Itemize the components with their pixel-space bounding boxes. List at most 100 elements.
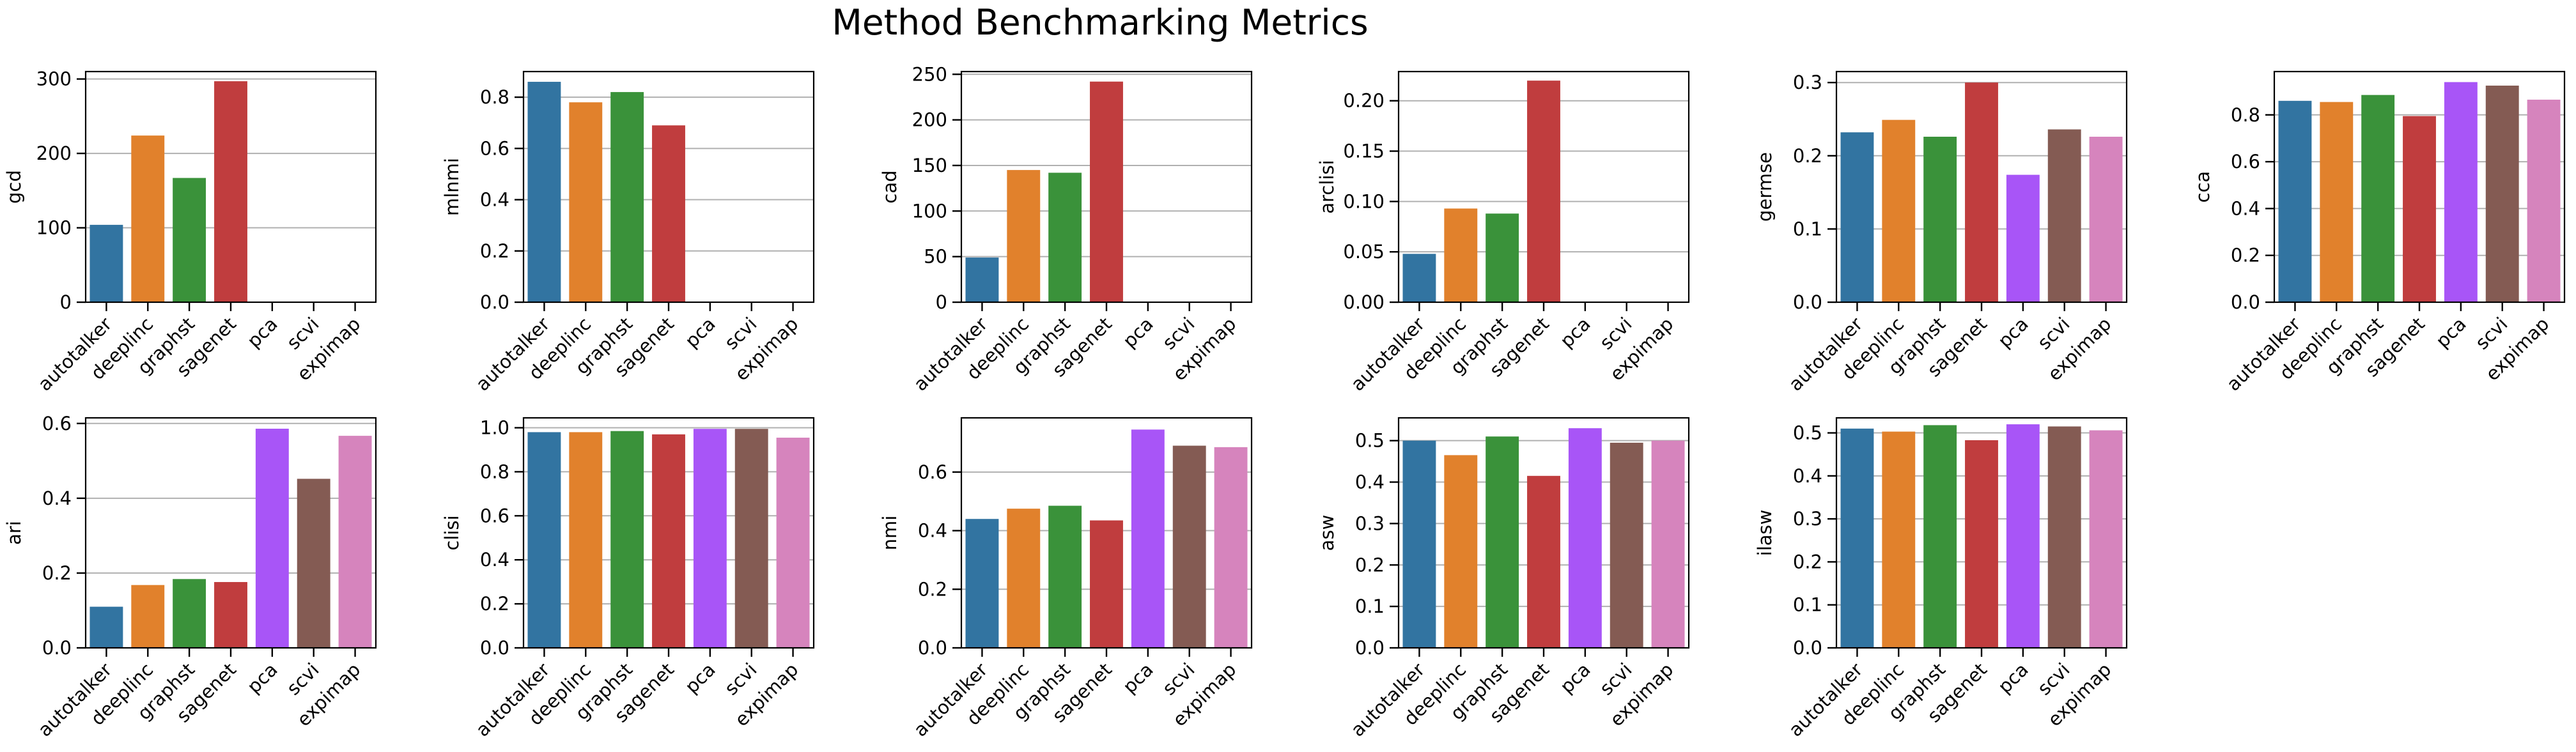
y-tick-label: 0.1 [1793, 218, 1822, 240]
bar-expimap [2527, 99, 2561, 303]
y-tick-label: 0.0 [918, 637, 947, 659]
bar-expimap [2089, 136, 2123, 302]
y-tick-label: 0.6 [918, 461, 947, 483]
bar-graphst [610, 92, 644, 303]
bar-sagenet [214, 81, 247, 303]
bar-deeplinc [131, 585, 165, 648]
bar-scvi [2047, 426, 2081, 648]
y-axis-label: clisi [441, 515, 463, 550]
bar-graphst [2361, 95, 2395, 302]
bar-autotalker [527, 82, 561, 303]
bar-deeplinc [2320, 102, 2354, 303]
y-axis-label: ari [3, 521, 25, 545]
y-tick-label: 200 [912, 109, 947, 131]
bar-sagenet [1527, 81, 1560, 302]
panel-cca: 0.00.20.40.60.8autotalkerdeeplincgraphst… [2192, 70, 2566, 395]
bar-pca [255, 428, 289, 648]
y-tick-label: 250 [912, 63, 947, 85]
x-tick-label-pca: pca [1994, 659, 2033, 698]
bar-expimap [1651, 440, 1685, 648]
bar-deeplinc [1007, 509, 1041, 648]
bar-pca [2006, 174, 2040, 302]
bar-expimap [2089, 430, 2123, 648]
y-tick-label: 0.6 [480, 505, 509, 526]
panel-ilasw: 0.00.10.20.30.40.5autotalkerdeeplincgrap… [1754, 417, 2128, 741]
y-tick-label: 0 [936, 291, 947, 313]
x-tick-label-pca: pca [681, 659, 720, 698]
panel-cad: 050100150200250autotalkerdeeplincgraphst… [879, 63, 1253, 395]
chart-panels: 0100200300autotalkerdeeplincgraphstsagen… [3, 63, 2566, 741]
bar-sagenet [214, 581, 247, 648]
y-tick-label: 100 [912, 200, 947, 222]
bar-deeplinc [1007, 170, 1041, 302]
bar-deeplinc [1444, 455, 1478, 648]
y-tick-label: 0.4 [918, 520, 947, 542]
bar-scvi [2047, 129, 2081, 303]
y-axis-label: arclisi [1316, 160, 1338, 213]
bar-deeplinc [569, 432, 603, 648]
y-tick-label: 0.2 [2231, 245, 2260, 266]
y-tick-label: 0.20 [1343, 90, 1385, 112]
panel-arclisi: 0.000.050.100.150.20autotalkerdeeplincgr… [1316, 70, 1690, 395]
y-tick-label: 0.4 [2231, 197, 2260, 219]
bar-pca [1131, 429, 1165, 648]
panel-gcd: 0100200300autotalkerdeeplincgraphstsagen… [3, 68, 377, 395]
x-tick-label-pca: pca [1119, 313, 1158, 352]
panel-asw: 0.00.10.20.30.40.5autotalkerdeeplincgrap… [1316, 417, 1690, 741]
y-tick-label: 0.00 [1343, 291, 1385, 313]
bar-sagenet [652, 125, 685, 302]
y-tick-label: 0.8 [480, 86, 509, 108]
bar-sagenet [652, 434, 685, 648]
bar-scvi [734, 429, 768, 648]
bar-deeplinc [131, 135, 165, 303]
bar-scvi [297, 479, 330, 648]
x-tick-label-pca: pca [1556, 313, 1595, 352]
bar-deeplinc [1882, 119, 1916, 302]
bar-graphst [1048, 173, 1082, 302]
bar-sagenet [1090, 520, 1123, 648]
y-tick-label: 0.0 [1793, 637, 1822, 659]
y-tick-label: 0.1 [1355, 595, 1385, 617]
y-tick-label: 0.4 [1355, 472, 1385, 493]
bar-autotalker [527, 432, 561, 648]
y-axis-label: germse [1754, 152, 1776, 222]
panel-germse: 0.00.10.20.3autotalkerdeeplincgraphstsag… [1754, 70, 2128, 395]
bar-graphst [1048, 505, 1082, 648]
y-tick-label: 0.0 [42, 637, 72, 659]
bar-autotalker [965, 519, 999, 648]
y-tick-label: 150 [912, 155, 947, 176]
y-tick-label: 0.3 [1355, 512, 1385, 534]
y-tick-label: 0.15 [1343, 141, 1385, 162]
y-tick-label: 0.2 [480, 593, 509, 615]
x-tick-label-pca: pca [243, 659, 282, 698]
bar-scvi [1172, 445, 1206, 648]
y-tick-label: 0.2 [42, 562, 72, 584]
bar-graphst [1486, 213, 1519, 302]
y-tick-label: 0 [60, 291, 72, 313]
y-tick-label: 100 [36, 217, 72, 239]
bar-graphst [173, 178, 206, 302]
bar-pca [693, 429, 727, 648]
y-tick-label: 0.3 [1793, 72, 1822, 93]
x-tick-label-pca: pca [1119, 659, 1158, 698]
bar-scvi [2485, 85, 2519, 302]
bar-sagenet [1090, 81, 1123, 303]
bar-autotalker [1402, 254, 1436, 302]
y-tick-label: 0.6 [42, 413, 72, 434]
panel-ari: 0.00.20.40.6autotalkerdeeplincgraphstsag… [3, 413, 377, 741]
y-axis-label: cad [879, 170, 901, 203]
panel-clisi: 0.00.20.40.60.81.0autotalkerdeeplincgrap… [441, 417, 815, 741]
bar-sagenet [1527, 475, 1560, 648]
panel-mlnmi: 0.00.20.40.60.8autotalkerdeeplincgraphst… [441, 70, 815, 395]
bar-pca [2006, 424, 2040, 648]
bar-expimap [338, 436, 372, 648]
bar-graphst [610, 431, 644, 648]
y-tick-label: 0.4 [1793, 465, 1822, 487]
panel-nmi: 0.00.20.40.6autotalkerdeeplincgraphstsag… [879, 417, 1253, 741]
bar-sagenet [2403, 116, 2436, 302]
bar-sagenet [1965, 440, 1998, 648]
y-tick-label: 0.4 [480, 549, 509, 571]
x-tick-label-pca: pca [681, 313, 720, 352]
y-tick-label: 1.0 [480, 417, 509, 439]
y-tick-label: 0.0 [1793, 291, 1822, 313]
